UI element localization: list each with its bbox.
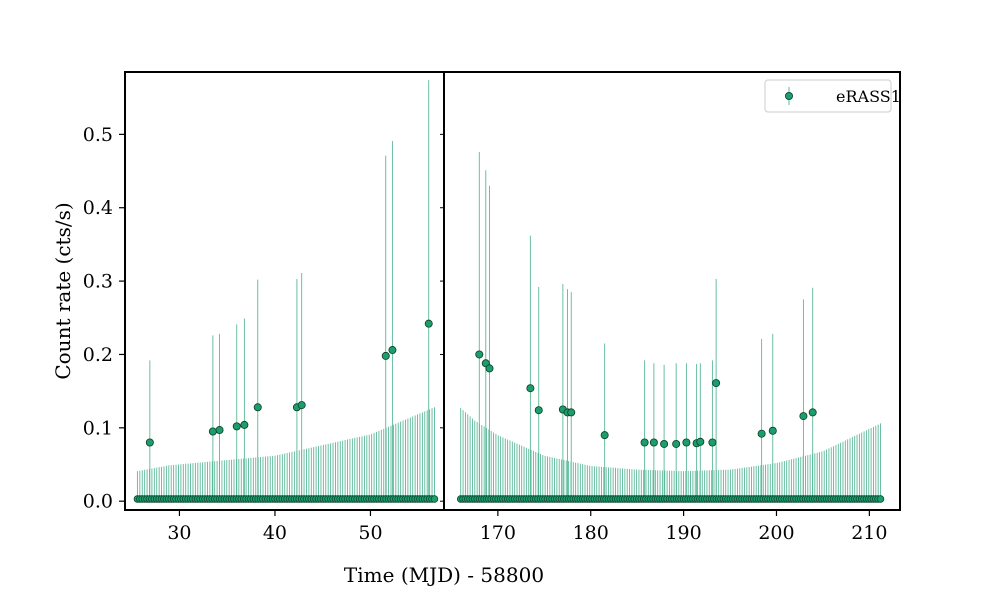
- right-detection-point: [808, 408, 817, 417]
- left-detection-point: [145, 438, 154, 447]
- right-detection-point: [672, 439, 681, 448]
- right-detection-point: [485, 364, 494, 373]
- legend-label-erass1: eRASS1: [836, 87, 901, 106]
- right-detection-point: [757, 429, 766, 438]
- right-detection-point: [708, 438, 717, 447]
- right-x-ticks: 170 180 190 200 210: [480, 510, 887, 544]
- right-axes-frame: [443, 71, 901, 511]
- left-panel: 0.0 0.1 0.2 0.3 0.4 0.5 30 40 50: [83, 71, 445, 544]
- right-detection-point: [526, 384, 535, 393]
- right-detection-point: [475, 350, 484, 359]
- right-detection-point: [712, 379, 721, 388]
- right-detection-point: [567, 408, 576, 417]
- legend: eRASS1: [764, 79, 901, 113]
- right-detection-point: [696, 437, 705, 446]
- x-tick-label: 190: [665, 522, 701, 544]
- left-detection-point: [215, 426, 224, 435]
- y-tick-label: 0.1: [83, 417, 113, 439]
- left-y-ticks: 0.0 0.1 0.2 0.3 0.4 0.5: [83, 124, 125, 513]
- left-detection-point: [388, 346, 397, 355]
- y-tick-label: 0.2: [83, 344, 113, 366]
- left-data-point: [430, 495, 439, 503]
- x-tick-label: 200: [758, 522, 794, 544]
- left-errorbars: [136, 80, 435, 499]
- x-tick-label: 180: [573, 522, 609, 544]
- y-tick-label: 0.4: [83, 197, 113, 219]
- right-detection-point: [682, 438, 691, 447]
- legend-box: [764, 79, 892, 113]
- x-tick-label: 40: [263, 522, 287, 544]
- right-detection-point: [799, 412, 808, 421]
- left-detection-point: [297, 401, 306, 410]
- right-detection-point: [649, 438, 658, 447]
- right-detection-point: [660, 439, 669, 448]
- y-axis-title: Count rate (cts/s): [51, 202, 75, 379]
- right-data-point: [876, 495, 885, 503]
- x-tick-label: 50: [358, 522, 382, 544]
- left-detection-point: [240, 420, 249, 429]
- y-tick-label: 0.3: [83, 271, 113, 293]
- x-tick-label: 210: [851, 522, 887, 544]
- right-panel: 170 180 190 200 210: [440, 71, 901, 544]
- x-tick-label: 30: [167, 522, 191, 544]
- right-detection-point: [640, 438, 649, 447]
- left-detection-point: [253, 403, 262, 412]
- left-markers: [133, 319, 439, 503]
- legend-marker-sample: [785, 92, 794, 101]
- left-detection-point: [424, 319, 433, 328]
- y-tick-label: 0.5: [83, 124, 113, 146]
- right-errorbars: [460, 151, 881, 499]
- left-detection-point: [232, 422, 241, 431]
- right-detection-point: [600, 431, 609, 440]
- left-detection-point: [381, 351, 390, 360]
- right-detection-point: [768, 426, 777, 435]
- x-tick-label: 170: [480, 522, 516, 544]
- x-axis-title: Time (MJD) - 58800: [344, 563, 544, 587]
- left-x-ticks: 30 40 50: [167, 510, 383, 544]
- left-detection-point: [208, 427, 217, 436]
- right-detection-point: [534, 406, 543, 415]
- right-markers: [456, 350, 885, 503]
- y-tick-label: 0.0: [83, 491, 113, 513]
